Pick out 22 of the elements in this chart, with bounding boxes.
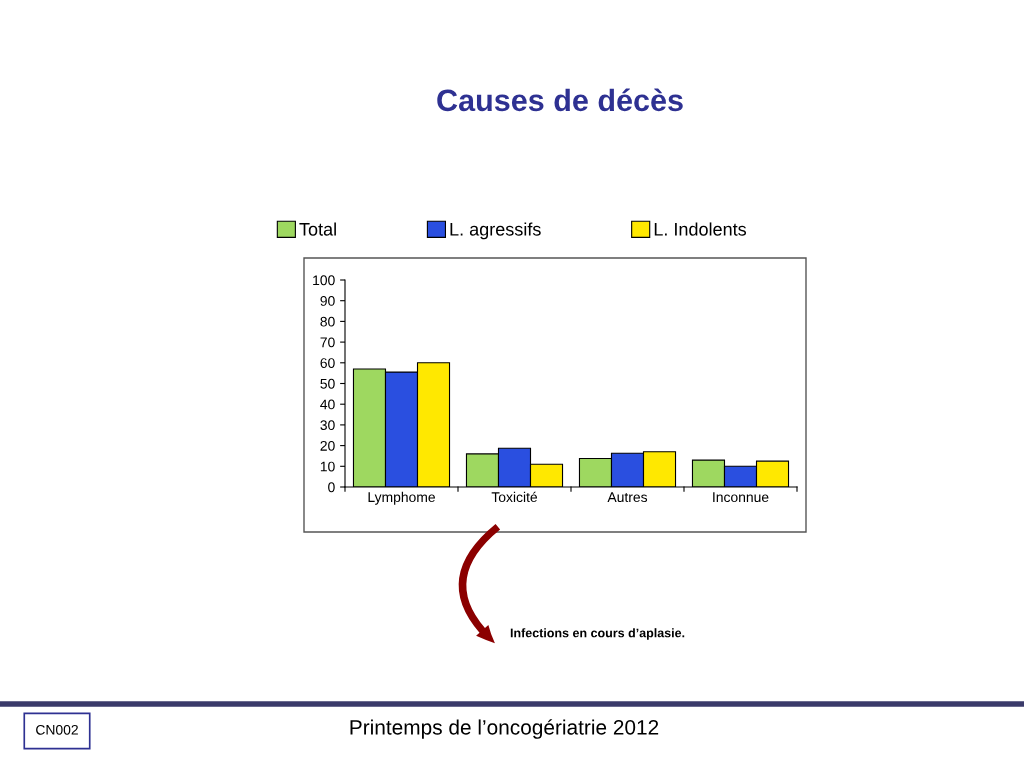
y-tick-label: 0 (328, 482, 335, 493)
y-tick-label: 70 (320, 337, 335, 348)
y-tick-label: 40 (320, 399, 335, 410)
legend-label: L. agressifs (450, 222, 541, 240)
y-tick-label: 50 (320, 378, 335, 389)
text: CN002 (36, 724, 78, 735)
y-tick-label: 20 (320, 440, 335, 451)
x-tick-label: Inconnue (713, 492, 769, 503)
text: Infections en cours d’aplasie. (510, 628, 685, 640)
y-tick-label: 80 (320, 316, 335, 327)
y-tick-label: 90 (320, 296, 335, 306)
text: Printemps de l’oncogériatrie 2012 (350, 719, 659, 739)
legend-label: Total (299, 222, 336, 236)
y-tick-label: 60 (320, 358, 335, 368)
chart-title: Causes de décès (437, 88, 683, 112)
y-tick-label: 100 (313, 275, 335, 286)
x-tick-label: Toxicité (491, 491, 538, 503)
legend-label: L. Indolents (654, 222, 747, 236)
y-tick-label: 10 (320, 461, 335, 472)
y-tick-label: 30 (320, 420, 335, 431)
x-tick-label: Autres (607, 492, 648, 503)
x-tick-label: Lymphome (368, 491, 435, 505)
